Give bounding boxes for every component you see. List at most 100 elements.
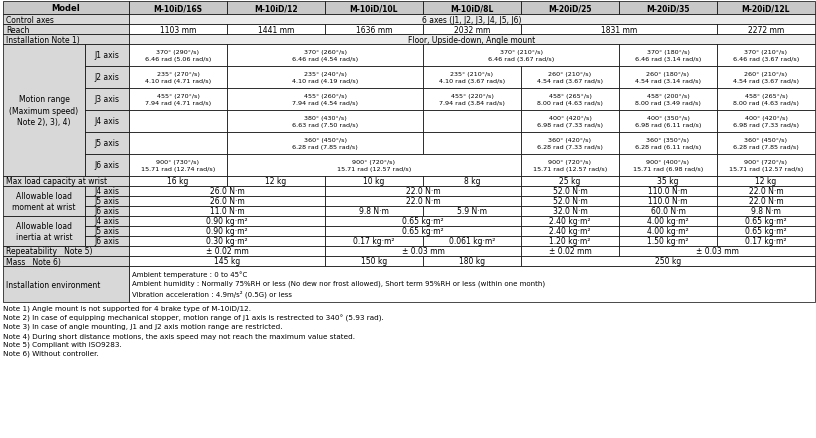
Bar xyxy=(521,216,619,226)
Text: 360° (420°/s)
6.28 rad (7.33 rad/s): 360° (420°/s) 6.28 rad (7.33 rad/s) xyxy=(537,138,603,150)
Text: 25 kg: 25 kg xyxy=(559,177,581,186)
Text: 370° (210°/s)
6.46 rad (3.67 rad/s): 370° (210°/s) 6.46 rad (3.67 rad/s) xyxy=(488,50,554,62)
Bar xyxy=(521,256,815,266)
Bar xyxy=(521,207,619,216)
Bar xyxy=(129,266,815,302)
Text: 145 kg: 145 kg xyxy=(214,257,240,266)
Text: 260° (210°/s)
4.54 rad (3.67 rad/s): 260° (210°/s) 4.54 rad (3.67 rad/s) xyxy=(537,72,603,84)
Bar xyxy=(325,237,423,247)
Text: J5 axis: J5 axis xyxy=(95,227,119,236)
Text: M-20iD/25: M-20iD/25 xyxy=(548,4,592,13)
Bar xyxy=(619,67,717,89)
Text: 400° (420°/s)
6.98 rad (7.33 rad/s): 400° (420°/s) 6.98 rad (7.33 rad/s) xyxy=(733,116,799,128)
Bar xyxy=(3,256,129,266)
Bar xyxy=(619,177,717,187)
Text: 9.8 N·m: 9.8 N·m xyxy=(359,207,389,216)
Text: 455° (220°/s)
7.94 rad (3.84 rad/s): 455° (220°/s) 7.94 rad (3.84 rad/s) xyxy=(439,94,505,106)
Text: Mass   Note 6): Mass Note 6) xyxy=(6,257,61,266)
Bar xyxy=(717,207,815,216)
Bar xyxy=(325,177,423,187)
Bar xyxy=(325,25,423,35)
Bar xyxy=(717,45,815,67)
Bar xyxy=(423,237,521,247)
Bar xyxy=(717,111,815,133)
Text: Max load capacity at wrist: Max load capacity at wrist xyxy=(6,177,107,186)
Bar xyxy=(325,216,521,226)
Bar xyxy=(129,35,815,45)
Bar xyxy=(129,2,227,15)
Bar xyxy=(85,89,129,111)
Text: 6 axes (J1, J2, J3, J4, J5, J6): 6 axes (J1, J2, J3, J4, J5, J6) xyxy=(422,15,521,25)
Text: ± 0.02 mm: ± 0.02 mm xyxy=(206,247,248,256)
Text: 1.20 kg·m²: 1.20 kg·m² xyxy=(549,237,591,246)
Text: 458° (265°/s)
8.00 rad (4.63 rad/s): 458° (265°/s) 8.00 rad (4.63 rad/s) xyxy=(537,94,603,106)
Bar xyxy=(325,226,521,237)
Text: Note 1) Angle mount is not supported for 4 brake type of M-10iD/12.: Note 1) Angle mount is not supported for… xyxy=(3,305,251,312)
Text: 4.00 kg·m²: 4.00 kg·m² xyxy=(647,217,689,226)
Text: 455° (260°/s)
7.94 rad (4.54 rad/s): 455° (260°/s) 7.94 rad (4.54 rad/s) xyxy=(292,94,358,106)
Bar xyxy=(3,187,85,216)
Text: Reach: Reach xyxy=(6,25,29,35)
Bar xyxy=(619,187,717,197)
Bar xyxy=(521,187,619,197)
Text: ± 0.03 mm: ± 0.03 mm xyxy=(401,247,445,256)
Bar xyxy=(423,2,521,15)
Bar xyxy=(129,155,227,177)
Text: Control axes: Control axes xyxy=(6,15,54,25)
Bar xyxy=(85,155,129,177)
Bar xyxy=(129,247,325,256)
Bar xyxy=(85,67,129,89)
Text: 1636 mm: 1636 mm xyxy=(356,25,392,35)
Text: J3 axis: J3 axis xyxy=(95,95,119,104)
Bar xyxy=(325,2,423,15)
Bar xyxy=(619,226,717,237)
Text: 900° (720°/s)
15.71 rad (12.57 rad/s): 900° (720°/s) 15.71 rad (12.57 rad/s) xyxy=(533,159,607,172)
Bar xyxy=(619,247,815,256)
Bar xyxy=(227,155,521,177)
Bar xyxy=(85,133,129,155)
Bar xyxy=(227,133,423,155)
Bar xyxy=(619,2,717,15)
Text: Note 6) Without controller.: Note 6) Without controller. xyxy=(3,350,99,357)
Text: J6 axis: J6 axis xyxy=(95,161,119,170)
Bar xyxy=(3,15,129,25)
Text: 400° (350°/s)
6.98 rad (6.11 rad/s): 400° (350°/s) 6.98 rad (6.11 rad/s) xyxy=(635,116,701,128)
Bar xyxy=(619,197,717,207)
Bar xyxy=(129,15,815,25)
Text: Allowable load
inertia at wrist: Allowable load inertia at wrist xyxy=(16,221,73,242)
Text: 260° (180°/s)
4.54 rad (3.14 rad/s): 260° (180°/s) 4.54 rad (3.14 rad/s) xyxy=(635,72,701,84)
Text: 5.9 N·m: 5.9 N·m xyxy=(457,207,487,216)
Bar xyxy=(717,197,815,207)
Text: 12 kg: 12 kg xyxy=(265,177,286,186)
Bar xyxy=(717,216,815,226)
Bar xyxy=(717,237,815,247)
Text: 52.0 N·m: 52.0 N·m xyxy=(552,187,588,196)
Text: 0.17 kg·m²: 0.17 kg·m² xyxy=(745,237,787,246)
Bar xyxy=(521,226,619,237)
Text: 250 kg: 250 kg xyxy=(655,257,681,266)
Text: 2032 mm: 2032 mm xyxy=(454,25,490,35)
Text: 370° (180°/s)
6.46 rad (3.14 rad/s): 370° (180°/s) 6.46 rad (3.14 rad/s) xyxy=(635,50,701,62)
Bar xyxy=(717,67,815,89)
Bar xyxy=(423,111,521,133)
Text: 360° (350°/s)
6.28 rad (6.11 rad/s): 360° (350°/s) 6.28 rad (6.11 rad/s) xyxy=(635,138,701,150)
Bar xyxy=(227,89,423,111)
Bar xyxy=(85,197,129,207)
Text: Ambient temperature : 0 to 45°C
Ambient humidity : Normally 75%RH or less (No de: Ambient temperature : 0 to 45°C Ambient … xyxy=(132,270,545,298)
Text: 9.8 N·m: 9.8 N·m xyxy=(751,207,781,216)
Bar xyxy=(129,197,325,207)
Text: 22.0 N·m: 22.0 N·m xyxy=(749,187,783,196)
Bar xyxy=(423,25,521,35)
Text: 900° (730°/s)
15.71 rad (12.74 rad/s): 900° (730°/s) 15.71 rad (12.74 rad/s) xyxy=(141,159,215,172)
Text: M-10iD/16S: M-10iD/16S xyxy=(153,4,202,13)
Text: 0.90 kg·m²: 0.90 kg·m² xyxy=(206,217,248,226)
Bar xyxy=(619,111,717,133)
Bar xyxy=(521,155,619,177)
Text: 400° (420°/s)
6.98 rad (7.33 rad/s): 400° (420°/s) 6.98 rad (7.33 rad/s) xyxy=(537,116,603,128)
Bar xyxy=(129,207,325,216)
Bar xyxy=(325,187,521,197)
Bar xyxy=(3,177,129,187)
Bar xyxy=(717,133,815,155)
Bar xyxy=(85,45,129,67)
Text: 360° (450°/s)
6.28 rad (7.85 rad/s): 360° (450°/s) 6.28 rad (7.85 rad/s) xyxy=(733,138,799,150)
